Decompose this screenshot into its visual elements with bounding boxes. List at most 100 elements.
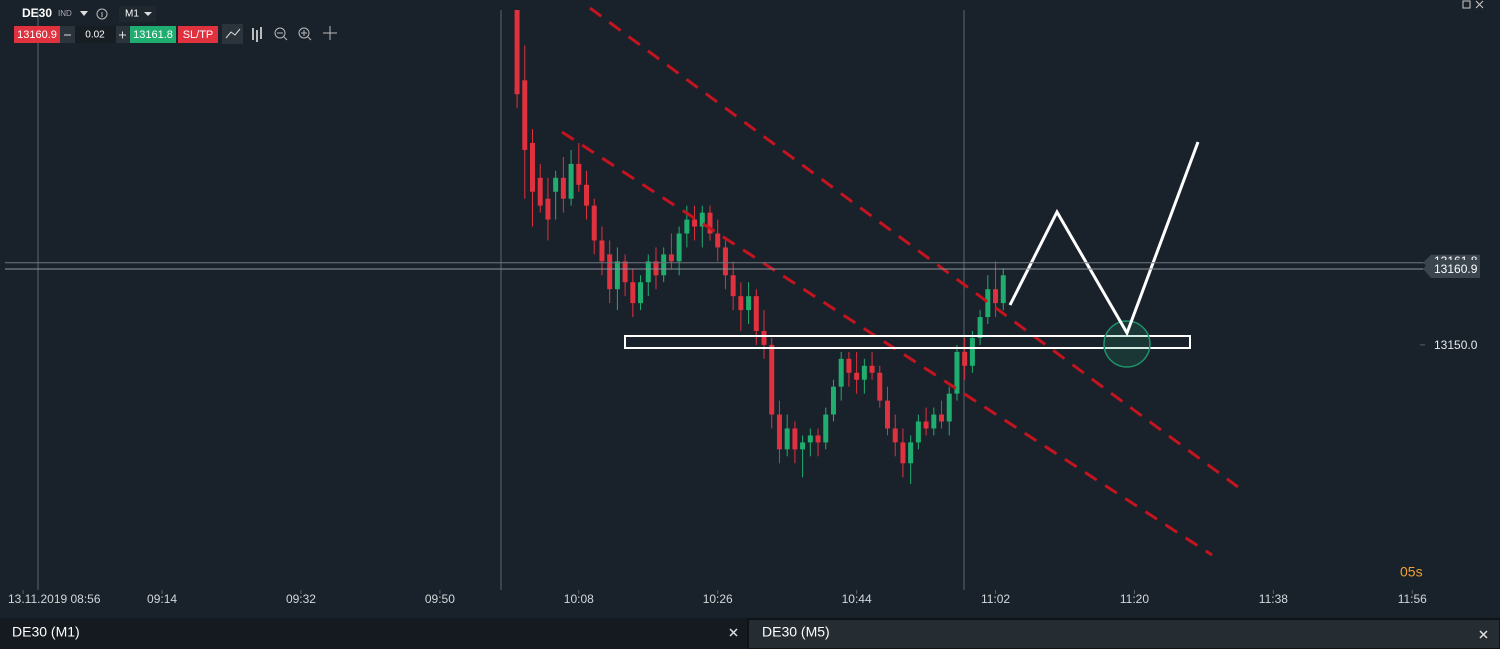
candle-body: [885, 400, 890, 429]
sell-button[interactable]: [14, 26, 60, 43]
candle-body: [622, 261, 628, 283]
dropdown-icon[interactable]: [144, 12, 152, 16]
candle-body: [908, 442, 914, 464]
toolbar: DE30 IND M1 13160.9 0.02 13161.8 SL/TP: [14, 6, 337, 44]
candle-body: [522, 80, 528, 150]
tab-label[interactable]: DE30 (M5): [762, 624, 830, 640]
candle-body: [993, 289, 999, 304]
symbol[interactable]: DE30: [22, 6, 52, 20]
candle-body: [892, 428, 898, 443]
candle-body: [807, 435, 813, 443]
x-tick-label: 11:56: [1398, 592, 1427, 606]
plot-area: [514, 10, 1006, 485]
candle-body: [915, 421, 921, 443]
sltp-button[interactable]: [178, 26, 218, 43]
target-circle[interactable]: [1103, 320, 1151, 368]
plus-icon: [119, 31, 126, 39]
buy-button[interactable]: [130, 26, 176, 43]
volume-box[interactable]: [75, 26, 116, 43]
candle-body: [815, 435, 821, 443]
candle-body: [537, 177, 543, 206]
sltp[interactable]: SL/TP: [183, 29, 214, 41]
candle-body: [699, 212, 705, 227]
x-tick-label: 13.11.2019 08:56: [8, 592, 101, 606]
dropdown-icon[interactable]: [80, 11, 88, 16]
projection-path[interactable]: [1008, 141, 1200, 337]
chart-type-icon: [225, 28, 241, 39]
close-icon[interactable]: [1475, 0, 1484, 9]
zoom-in-mark: [301, 30, 312, 41]
candle-body: [977, 317, 983, 338]
info-icon[interactable]: [96, 8, 108, 20]
candle-body: [746, 296, 752, 311]
candle-body: [584, 184, 590, 206]
zoom-out-icon[interactable]: [274, 27, 286, 39]
candle-body: [692, 219, 698, 227]
candle-body: [923, 421, 929, 429]
candle-body: [1000, 275, 1006, 304]
candle-body: [869, 365, 875, 373]
timeframe-box[interactable]: [119, 6, 156, 22]
sell-price[interactable]: 13160.9: [17, 29, 57, 41]
x-tick-label: 11:02: [981, 592, 1010, 606]
candle-body: [676, 233, 682, 262]
bid-label: 13160.9: [1434, 262, 1478, 276]
x-tick-label: 09:50: [425, 592, 455, 606]
candle-body: [638, 282, 644, 304]
y-tick-label: 13150.0: [1434, 338, 1478, 352]
minimize-icon[interactable]: [1462, 0, 1471, 9]
move-icon[interactable]: [323, 26, 337, 40]
candle-body: [830, 386, 836, 415]
candle-body: [861, 365, 867, 380]
support-zone[interactable]: [624, 335, 1191, 349]
tab-label[interactable]: DE30 (M1): [12, 624, 80, 640]
candle-body: [545, 198, 551, 220]
candle-body: [784, 428, 790, 450]
candle-body: [985, 289, 991, 318]
zoom-in-icon[interactable]: [298, 27, 310, 39]
indicator-icon[interactable]: [252, 27, 262, 42]
tab-close[interactable]: [1479, 630, 1488, 639]
zoom-out-mark: [277, 32, 288, 41]
candle-body: [769, 344, 775, 415]
candle-body: [792, 428, 798, 450]
candle-body: [568, 163, 574, 199]
tab[interactable]: [0, 618, 748, 649]
candle-body: [738, 296, 744, 311]
candle-body: [661, 254, 667, 276]
candle-body: [761, 330, 767, 345]
candle-body: [645, 261, 651, 283]
candle-body: [854, 372, 860, 380]
candle-body: [939, 414, 945, 422]
candle-body: [630, 282, 636, 304]
buy-price[interactable]: 13161.8: [133, 29, 173, 41]
candle-body: [838, 358, 844, 387]
candle-body: [946, 393, 952, 422]
candle-body: [776, 414, 782, 450]
x-tick-label: 10:26: [703, 592, 733, 606]
candle-body: [514, 10, 520, 95]
timeframe[interactable]: M1: [125, 9, 139, 20]
candle-body: [846, 358, 852, 373]
trend-line[interactable]: [561, 130, 1213, 557]
tab-close[interactable]: [729, 628, 738, 637]
x-tick-label: 10:08: [564, 592, 594, 606]
volume[interactable]: 0.02: [85, 30, 105, 41]
candle-countdown: 05s: [1400, 564, 1423, 580]
x-tick-label: 09:32: [286, 592, 316, 606]
candle-body: [614, 261, 620, 290]
candle-body: [653, 261, 659, 276]
candle-body: [931, 414, 937, 429]
candle-body: [715, 233, 721, 248]
chart-type-button[interactable]: [222, 24, 243, 44]
candle-body: [800, 442, 806, 450]
tab[interactable]: [747, 618, 1500, 649]
user-drawings: [561, 6, 1239, 557]
candle-body: [722, 247, 728, 276]
candle-body: [900, 442, 906, 464]
x-tick-label: 09:14: [147, 592, 177, 606]
